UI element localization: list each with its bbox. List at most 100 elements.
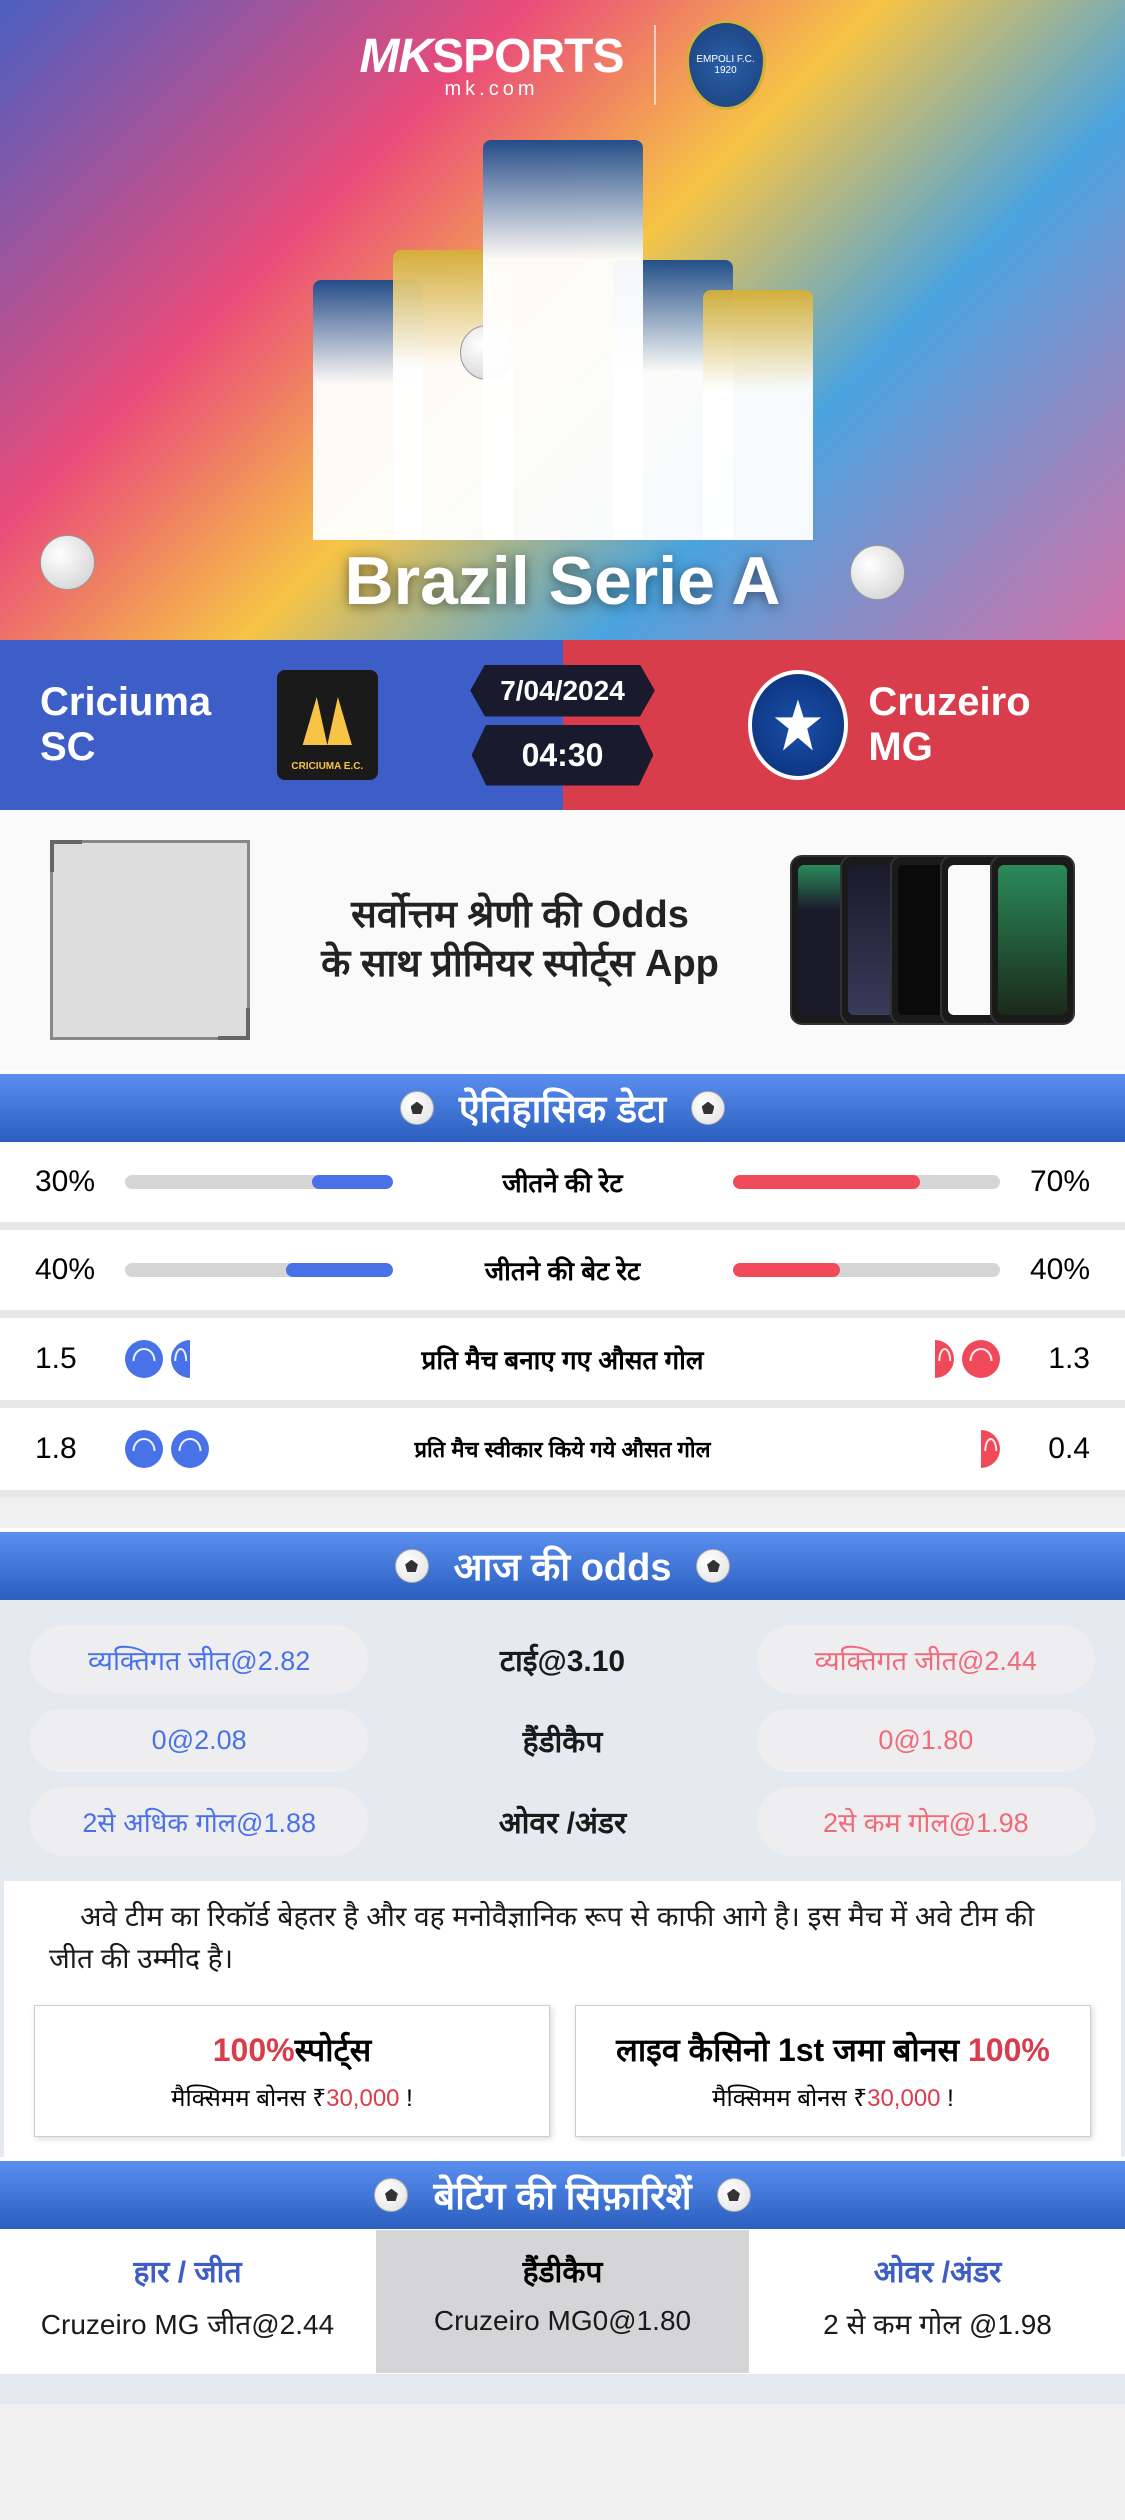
odds-under[interactable]: 2से कम गोल@1.98 bbox=[757, 1787, 1095, 1856]
badge-text: EMPOLI F.C. bbox=[696, 54, 754, 65]
stat-row-win-rate: 30% जीतने की रेट 70% bbox=[0, 1142, 1125, 1230]
odds-grid: व्यक्तिगत जीत@2.82 टाई@3.10 व्यक्तिगत जी… bbox=[0, 1600, 1125, 1881]
away-team-crest bbox=[748, 670, 849, 780]
away-bet-rate: 40% bbox=[1000, 1253, 1090, 1287]
away-goals-for: 1.3 bbox=[1000, 1342, 1090, 1376]
reco-winlose[interactable]: हार / जीत Cruzeiro MG जीत@2.44 bbox=[0, 2229, 375, 2374]
home-goal-icons bbox=[125, 1430, 393, 1468]
stat-label: प्रति मैच बनाए गए औसत गोल bbox=[393, 1341, 733, 1377]
historical-title: ऐतिहासिक डेटा bbox=[459, 1082, 666, 1134]
bonus-casino-card[interactable]: लाइव कैसिनो 1st जमा बोनस 100% मैक्सिमम ब… bbox=[575, 2005, 1091, 2137]
odds-tie: टाई@3.10 bbox=[393, 1625, 731, 1694]
stat-row-bet-rate: 40% जीतने की बेट रेट 40% bbox=[0, 1230, 1125, 1318]
odds-away-handicap[interactable]: 0@1.80 bbox=[757, 1709, 1095, 1772]
bonus-pct: 100% bbox=[213, 2032, 295, 2068]
odds-section-header: आज की odds bbox=[0, 1528, 1125, 1600]
home-win-rate: 30% bbox=[35, 1165, 125, 1199]
away-win-rate: 70% bbox=[1000, 1165, 1090, 1199]
qr-code bbox=[50, 840, 250, 1040]
goal-ball-icon bbox=[125, 1340, 163, 1378]
away-team-panel: Cruzeiro MG bbox=[688, 640, 1125, 810]
home-team-panel: Criciuma SC CRICIUMA E.C. bbox=[0, 640, 438, 810]
away-goals-against: 0.4 bbox=[1000, 1432, 1090, 1466]
reco-head: हार / जीत bbox=[16, 2250, 359, 2291]
home-bet-rate: 40% bbox=[35, 1253, 125, 1287]
hero-banner: MKSPORTS mk.com EMPOLI F.C. 1920 Brazil … bbox=[0, 0, 1125, 640]
home-team-crest: CRICIUMA E.C. bbox=[277, 670, 377, 780]
hero-logos: MKSPORTS mk.com EMPOLI F.C. 1920 bbox=[0, 0, 1125, 110]
odds-section: आज की odds व्यक्तिगत जीत@2.82 टाई@3.10 व… bbox=[0, 1528, 1125, 2404]
promo-text: सर्वोत्तम श्रेणी की Odds के साथ प्रीमियर… bbox=[285, 891, 755, 990]
historical-section-header: ऐतिहासिक डेटा bbox=[0, 1070, 1125, 1142]
home-bar-fill bbox=[312, 1175, 392, 1189]
stat-bars: जीतने की बेट रेट bbox=[125, 1252, 1000, 1288]
stat-row-goals-against: 1.8 प्रति मैच स्वीकार किये गये औसत गोल 0… bbox=[0, 1408, 1125, 1498]
historical-stats: 30% जीतने की रेट 70% 40% जीतने की बेट रे… bbox=[0, 1142, 1125, 1498]
away-goal-icons bbox=[733, 1430, 1001, 1468]
reco-overunder[interactable]: ओवर /अंडर 2 से कम गोल @1.98 bbox=[750, 2229, 1125, 2374]
bonus-title: 100%स्पोर्ट्स bbox=[50, 2028, 534, 2071]
bonus-amount: 30,000 bbox=[867, 2085, 940, 2112]
phone-mockup bbox=[990, 855, 1075, 1025]
reco-title: बेटिंग की सिफ़ारिशें bbox=[433, 2169, 691, 2221]
reco-head: ओवर /अंडर bbox=[766, 2250, 1109, 2291]
odds-away-win[interactable]: व्यक्तिगत जीत@2.44 bbox=[757, 1625, 1095, 1694]
odds-handicap-label: हैंडीकैप bbox=[393, 1709, 731, 1772]
stat-goal-icons: प्रति मैच स्वीकार किये गये औसत गोल bbox=[125, 1430, 1000, 1468]
match-header: Criciuma SC CRICIUMA E.C. 7/04/2024 04:3… bbox=[0, 640, 1125, 810]
reco-value: 2 से कम गोल @1.98 bbox=[766, 2305, 1109, 2343]
home-goals-against: 1.8 bbox=[35, 1432, 125, 1466]
brand-mk: MK bbox=[359, 30, 432, 83]
stat-label: जीतने की रेट bbox=[393, 1164, 733, 1200]
goal-ball-half-icon bbox=[981, 1430, 1000, 1468]
away-bar bbox=[733, 1263, 1001, 1277]
stat-bars: जीतने की रेट bbox=[125, 1164, 1000, 1200]
soccer-ball-icon bbox=[696, 1549, 730, 1583]
away-team-name: Cruzeiro MG bbox=[868, 680, 1085, 770]
stat-row-goals-for: 1.5 प्रति मैच बनाए गए औसत गोल 1.3 bbox=[0, 1318, 1125, 1408]
odds-over[interactable]: 2से अधिक गोल@1.88 bbox=[30, 1787, 368, 1856]
logo-divider bbox=[654, 25, 656, 105]
player-silhouette bbox=[483, 140, 643, 540]
home-bar-fill bbox=[286, 1263, 393, 1277]
bonus-sub-pre: मैक्सिमम बोनस ₹ bbox=[712, 2085, 867, 2112]
odds-home-handicap[interactable]: 0@2.08 bbox=[30, 1709, 368, 1772]
brand-logo: MKSPORTS mk.com bbox=[359, 29, 623, 101]
reco-head: हैंडीकैप bbox=[391, 2250, 734, 2291]
away-bar-fill bbox=[733, 1263, 840, 1277]
soccer-ball-icon bbox=[400, 1091, 434, 1125]
league-title: Brazil Serie A bbox=[0, 542, 1125, 620]
goal-ball-half-icon bbox=[171, 1340, 190, 1378]
brand-sports: SPORTS bbox=[432, 30, 623, 83]
goal-ball-icon bbox=[125, 1430, 163, 1468]
odds-home-win[interactable]: व्यक्तिगत जीत@2.82 bbox=[30, 1625, 368, 1694]
home-crest-label: CRICIUMA E.C. bbox=[277, 761, 377, 772]
away-bar-fill bbox=[733, 1175, 920, 1189]
goal-ball-icon bbox=[962, 1340, 1000, 1378]
promo-line1: सर्वोत्तम श्रेणी की Odds bbox=[285, 891, 755, 940]
home-bar bbox=[125, 1263, 393, 1277]
odds-title: आज की odds bbox=[454, 1540, 672, 1592]
bonus-sports-card[interactable]: 100%स्पोर्ट्स मैक्सिमम बोनस ₹30,000 ! bbox=[34, 2005, 550, 2137]
reco-value: Cruzeiro MG0@1.80 bbox=[391, 2305, 734, 2337]
stat-label: जीतने की बेट रेट bbox=[393, 1252, 733, 1288]
bonus-title-pre: लाइव कैसिनो 1st जमा बोनस bbox=[616, 2032, 968, 2068]
soccer-ball-icon bbox=[395, 1549, 429, 1583]
match-date: 7/04/2024 bbox=[470, 665, 655, 717]
home-team-name: Criciuma SC bbox=[40, 680, 257, 770]
bonus-pct: 100% bbox=[968, 2032, 1050, 2068]
soccer-ball-icon bbox=[374, 2178, 408, 2212]
bonus-sub-post: ! bbox=[941, 2085, 954, 2112]
home-goal-icons bbox=[125, 1340, 393, 1378]
bonus-title: लाइव कैसिनो 1st जमा बोनस 100% bbox=[591, 2028, 1075, 2071]
bonus-sub-pre: मैक्सिमम बोनस ₹ bbox=[171, 2085, 326, 2112]
bonus-subtitle: मैक्सिमम बोनस ₹30,000 ! bbox=[50, 2081, 534, 2114]
goal-ball-icon bbox=[171, 1430, 209, 1468]
promo-line2: के साथ प्रीमियर स्पोर्ट्स App bbox=[285, 940, 755, 989]
bonus-amount: 30,000 bbox=[326, 2085, 399, 2112]
analysis-content: अवे टीम का रिकॉर्ड बेहतर है और वह मनोवैज… bbox=[49, 1901, 1034, 1974]
home-bar bbox=[125, 1175, 393, 1189]
reco-handicap[interactable]: हैंडीकैप Cruzeiro MG0@1.80 bbox=[375, 2229, 750, 2374]
player-silhouette bbox=[703, 290, 813, 540]
app-promo: सर्वोत्तम श्रेणी की Odds के साथ प्रीमियर… bbox=[0, 810, 1125, 1070]
